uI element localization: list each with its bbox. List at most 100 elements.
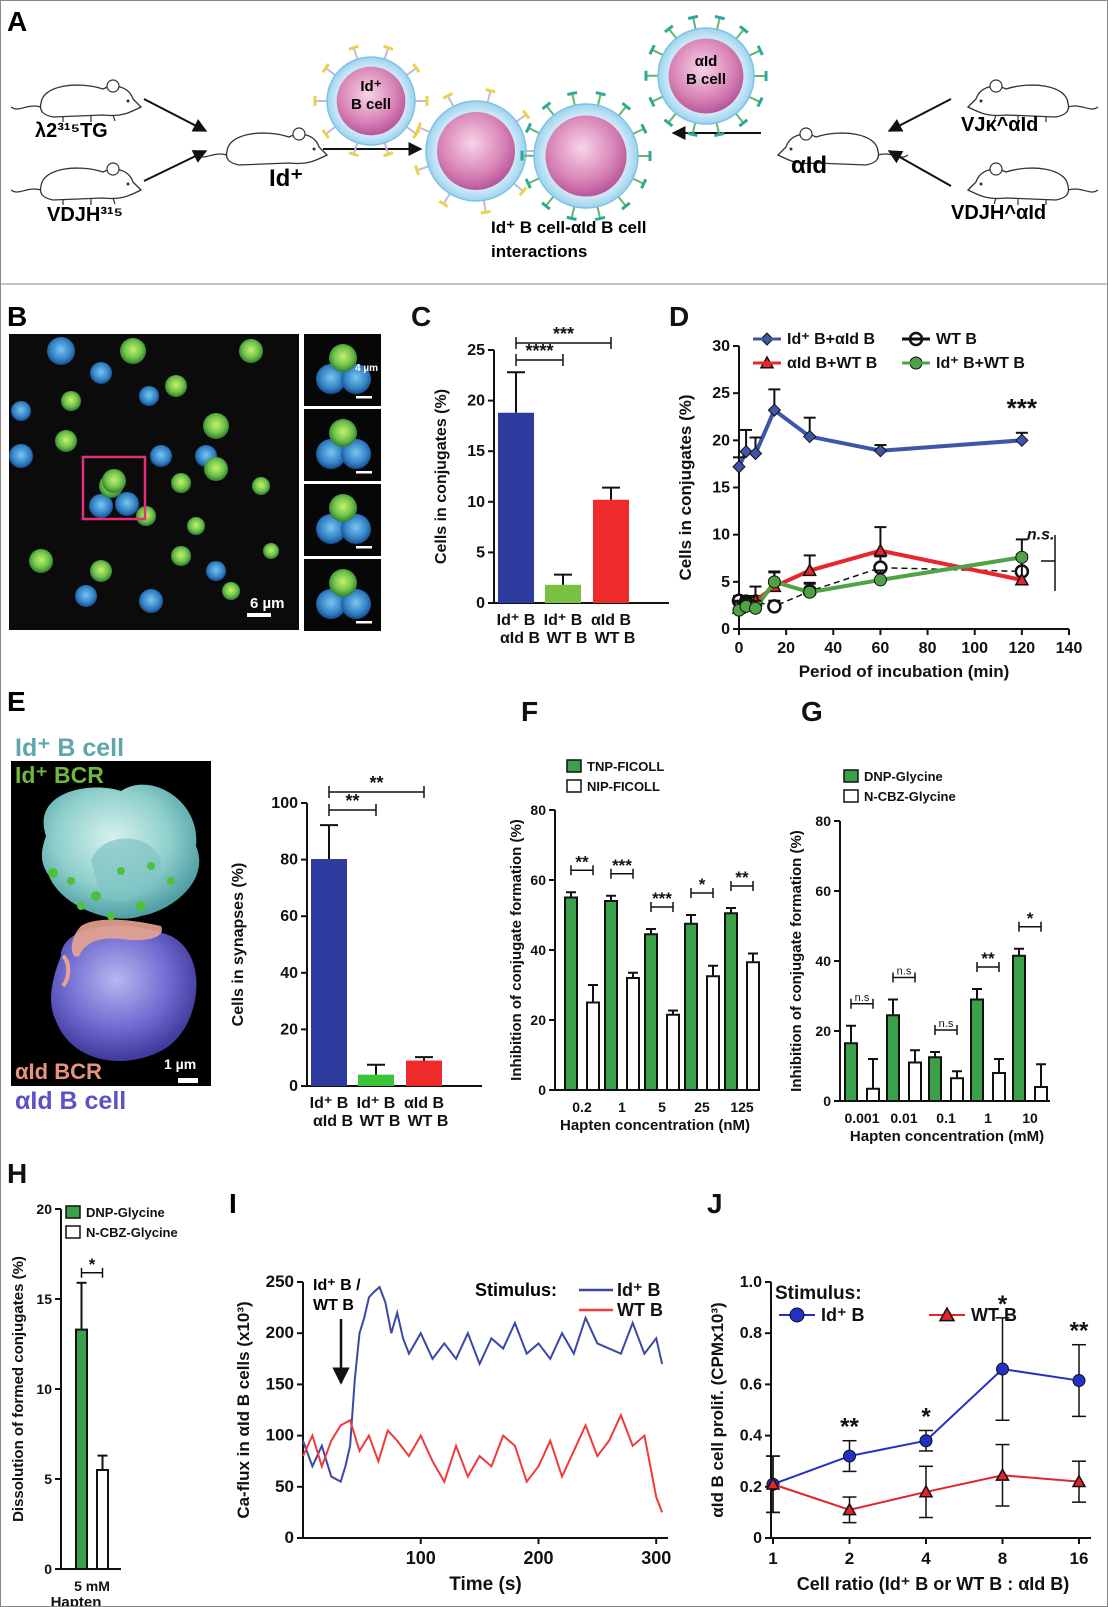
legend-swatch — [566, 759, 582, 773]
receptor — [541, 101, 552, 110]
receptor — [571, 93, 576, 106]
receptor — [321, 128, 330, 139]
panel-e-micrograph: E 1 µm Id⁺ B cell Id⁺ BCR αId BCR αId B … — [7, 686, 211, 1115]
cell-blue — [90, 362, 112, 384]
cell-blue — [341, 589, 371, 619]
y-axis-label: Ca-flux in αId B cells (x10³) — [234, 1301, 253, 1518]
y-tick-label: 15 — [467, 443, 485, 460]
receptor — [621, 101, 632, 111]
x-tick-label: 120 — [1009, 640, 1036, 657]
cell-blue — [316, 439, 346, 469]
label-aid-bcr: αId BCR — [15, 1059, 102, 1084]
label-aid-cell: αId B cell — [15, 1087, 126, 1115]
bar — [358, 1074, 394, 1086]
y-tick-label: 0 — [476, 595, 485, 612]
receptor — [596, 93, 602, 106]
bar — [844, 1042, 858, 1102]
x-tick-label: 1 — [984, 1110, 992, 1126]
y-tick-label: 150 — [266, 1374, 294, 1393]
panel-letter: G — [801, 696, 823, 727]
bar — [626, 977, 640, 1091]
x-tick-label: Id⁺ B — [544, 612, 583, 629]
cell-blue — [341, 514, 371, 544]
receptor — [482, 200, 487, 213]
bar — [586, 1001, 600, 1091]
y-tick-label: 5 — [721, 574, 730, 591]
panel-letter-a: A — [7, 6, 27, 37]
data-point — [1071, 1474, 1087, 1488]
legend-swatch — [65, 1205, 81, 1219]
receptor — [383, 151, 394, 158]
legend-label: TNP-FICOLL — [587, 759, 664, 774]
y-axis-label: Cells in synapses (%) — [230, 863, 247, 1027]
x-tick-label: WT B — [408, 1113, 449, 1130]
y-axis-label: αId B cell prolif. (CPMx10³) — [708, 1302, 727, 1517]
receptor — [321, 63, 330, 74]
data-point — [1015, 550, 1029, 564]
scale-bar — [356, 471, 372, 474]
mouse-label-id-plus: Id⁺ — [269, 165, 303, 192]
arrow-icon — [143, 98, 208, 132]
significance-label: ** — [369, 773, 383, 793]
data-point — [919, 1434, 933, 1448]
x-tick-label: αId B — [500, 630, 540, 647]
data-point — [748, 446, 763, 461]
cell-blue — [150, 445, 172, 467]
bar — [593, 499, 629, 603]
x-tick-label: 125 — [730, 1099, 754, 1115]
receptor — [632, 127, 645, 135]
y-tick-label: 0.2 — [740, 1479, 762, 1496]
data-point — [767, 403, 782, 417]
cell-green — [252, 477, 270, 495]
legend-label: Id⁺ B — [821, 1305, 865, 1325]
chart-i: Id⁺ B / WT B Stimulus: 0 50 100 150 200 250 10… — [234, 1272, 671, 1595]
x-tick-label: Id⁺ B — [497, 612, 536, 629]
y-tick-label: 20 — [712, 432, 730, 449]
cell-green — [263, 543, 279, 559]
legend-label: Id⁺ B+αId B — [787, 331, 875, 348]
bcr-green-render — [48, 862, 175, 920]
receptor — [715, 122, 721, 135]
cell-blue — [206, 561, 226, 581]
receptor — [522, 109, 531, 120]
y-axis-label: Inhibition of conjugate formation (%) — [508, 819, 525, 1081]
aid-cell-render — [51, 925, 197, 1061]
scale-bar — [356, 546, 372, 549]
receptor — [528, 127, 540, 135]
significance-label: * — [89, 1255, 96, 1274]
cell-green — [120, 338, 146, 364]
cell-blue — [47, 337, 75, 365]
y-tick-label: 40 — [815, 953, 831, 969]
x-axis-label: Cell ratio (Id⁺ B or WT B : αId B) — [797, 1574, 1070, 1594]
bar — [1012, 954, 1026, 1102]
receptor — [714, 131, 725, 138]
y-tick-label: 0 — [44, 1561, 52, 1577]
mouse-label-aid: αId — [791, 152, 827, 179]
x-tick-label: 5 — [658, 1099, 666, 1115]
legend-label: N-CBZ-Glycine — [864, 789, 956, 804]
receptor — [545, 105, 555, 116]
legend-title: Stimulus: — [775, 1283, 862, 1304]
x-tick-label: 1 — [768, 1549, 777, 1568]
receptor — [406, 126, 417, 135]
y-tick-label: 80 — [815, 813, 831, 829]
x-axis-label: Hapten concentration (mM) — [850, 1128, 1044, 1145]
cell-blue — [89, 494, 113, 518]
x-tick-label: 8 — [998, 1549, 1007, 1568]
y-tick-label: 20 — [467, 393, 485, 410]
data-point — [842, 1502, 857, 1516]
receptor — [485, 88, 496, 94]
arrow-label-1: Id⁺ B / — [313, 1277, 361, 1294]
series-line — [302, 1285, 664, 1484]
chart-j: J00.20.40.60.81.01 2 4 8 16** ****Stimulus:Id… — [707, 1188, 1091, 1594]
cell-blue — [341, 364, 371, 394]
data-point — [803, 585, 817, 599]
receptor — [348, 151, 359, 158]
mouse-label-vdjh: VDJH³¹⁵ — [47, 204, 123, 226]
receptor — [714, 14, 726, 21]
receptor — [480, 209, 491, 215]
y-tick-label: 0.6 — [740, 1376, 762, 1393]
significance-label: ** — [345, 791, 359, 811]
